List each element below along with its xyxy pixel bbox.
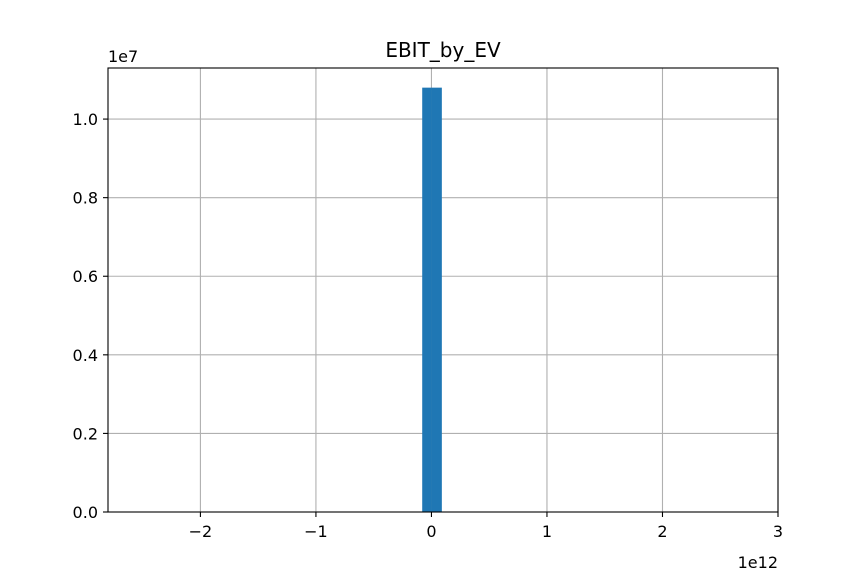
y-tick-label: 0.4: [73, 346, 98, 365]
y-tick-label: 0.2: [73, 424, 98, 443]
x-offset-label: 1e12: [738, 553, 778, 572]
y-tick-label: 0.0: [73, 503, 98, 522]
axes-frame: [107, 67, 779, 513]
x-axis: −2 −1 0 1 2 3: [189, 512, 783, 541]
y-tick-label: 0.8: [73, 189, 98, 208]
x-tick-label: 2: [657, 522, 667, 541]
y-offset-label: 1e7: [108, 47, 138, 66]
y-axis: 0.0 0.2 0.4 0.6 0.8 1.0: [73, 110, 108, 522]
histogram-bar: [422, 87, 432, 512]
x-tick-label: −2: [189, 522, 213, 541]
x-tick-label: −1: [304, 522, 328, 541]
y-tick-label: 1.0: [73, 110, 98, 129]
x-tick-label: 1: [542, 522, 552, 541]
chart-title: EBIT_by_EV: [385, 38, 501, 62]
y-tick-label: 0.6: [73, 267, 98, 286]
bars: [422, 87, 442, 512]
grid: [108, 68, 779, 513]
x-tick-label: 3: [773, 522, 783, 541]
x-tick-label: 0: [426, 522, 436, 541]
histogram-bar: [431, 87, 442, 512]
